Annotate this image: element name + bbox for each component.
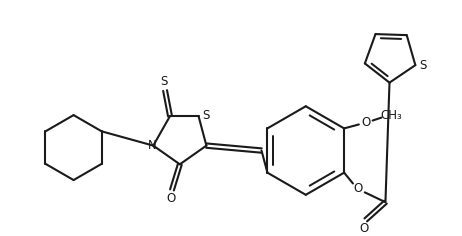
- Text: S: S: [419, 59, 427, 72]
- Text: O: O: [361, 116, 371, 129]
- Text: O: O: [353, 182, 363, 195]
- Text: O: O: [166, 192, 176, 205]
- Text: O: O: [359, 222, 368, 235]
- Text: CH₃: CH₃: [381, 109, 402, 122]
- Text: N: N: [148, 139, 157, 152]
- Text: S: S: [160, 75, 168, 88]
- Text: S: S: [203, 109, 210, 122]
